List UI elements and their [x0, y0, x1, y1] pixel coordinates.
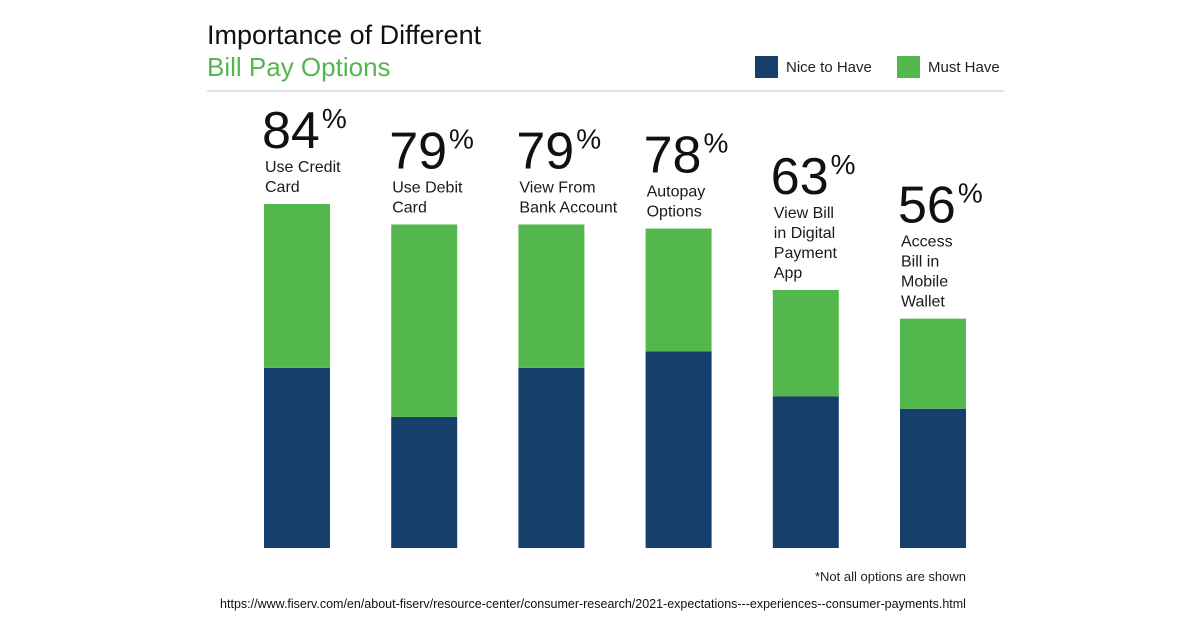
bar-nice-to-have-0 — [264, 367, 330, 548]
percent-sign-5: % — [958, 178, 983, 209]
total-label-5: 56 — [898, 177, 956, 235]
category-label-4-line-0: View Bill — [774, 205, 834, 222]
source-url: https://www.fiserv.com/en/about-fiserv/r… — [220, 597, 966, 611]
percent-sign-4: % — [831, 149, 856, 180]
category-label-5-line-0: Access — [901, 234, 953, 251]
category-label-4-line-3: App — [774, 265, 803, 282]
bar-nice-to-have-5 — [900, 408, 966, 548]
category-label-1-line-0: Use Debit — [392, 179, 463, 196]
labels-group: Use Credit Card 84 % Use Debit Card 79 % View Fr… — [262, 102, 983, 311]
legend-swatch-nice-to-have — [755, 56, 778, 78]
category-label-4-line-1: in Digital — [774, 225, 835, 242]
total-label-3: 78 — [644, 127, 702, 185]
chart-subtitle: Bill Pay Options — [207, 52, 391, 82]
category-label-0-line-1: Card — [265, 179, 300, 196]
category-label-2-line-0: View From — [519, 179, 595, 196]
footnote: *Not all options are shown — [815, 569, 966, 584]
bar-must-have-0 — [264, 204, 330, 368]
bar-must-have-2 — [518, 224, 585, 368]
category-label-0-line-0: Use Credit — [265, 159, 341, 176]
bar-nice-to-have-3 — [645, 351, 712, 548]
total-label-2: 79 — [516, 122, 574, 180]
bar-nice-to-have-1 — [391, 416, 458, 548]
legend: Nice to Have Must Have — [755, 56, 1000, 78]
category-label-5-line-3: Wallet — [901, 294, 945, 311]
percent-sign-3: % — [703, 128, 728, 159]
legend-label-must-have: Must Have — [928, 59, 1000, 76]
percent-sign-1: % — [449, 123, 474, 154]
category-label-1-line-1: Card — [392, 199, 427, 216]
bar-must-have-4 — [772, 290, 839, 397]
total-label-4: 63 — [771, 148, 829, 206]
bar-must-have-5 — [900, 318, 966, 409]
bar-must-have-1 — [391, 224, 458, 417]
bars-group — [264, 204, 966, 548]
legend-label-nice-to-have: Nice to Have — [786, 59, 872, 76]
category-label-5-line-2: Mobile — [901, 274, 948, 291]
chart-title: Importance of Different — [207, 20, 482, 50]
category-label-5-line-1: Bill in — [901, 254, 939, 271]
bar-must-have-3 — [645, 228, 712, 352]
bar-nice-to-have-2 — [518, 367, 585, 548]
category-label-3-line-0: Autopay — [647, 184, 706, 201]
percent-sign-2: % — [576, 123, 601, 154]
category-label-2-line-1: Bank Account — [519, 199, 617, 216]
category-label-4-line-2: Payment — [774, 245, 838, 262]
category-label-3-line-1: Options — [647, 204, 702, 221]
total-label-0: 84 — [262, 102, 320, 160]
legend-swatch-must-have — [897, 56, 920, 78]
total-label-1: 79 — [389, 122, 447, 180]
percent-sign-0: % — [322, 103, 347, 134]
bar-nice-to-have-4 — [772, 396, 839, 548]
